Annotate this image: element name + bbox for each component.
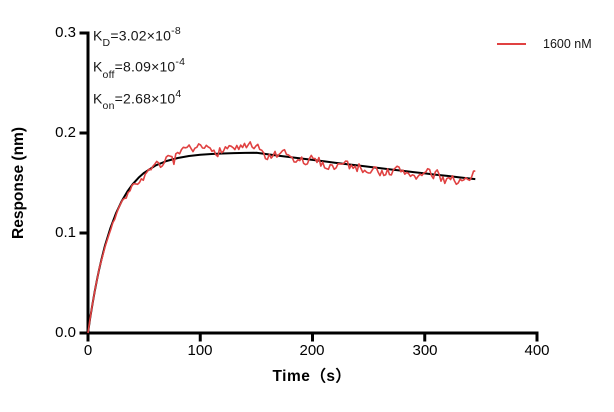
x-tick-label: 100 <box>187 342 213 359</box>
legend-label: 1600 nM <box>543 36 592 51</box>
koff-annotation: Koff=8.09×10-4 <box>93 56 186 81</box>
y-tick-label: 0.2 <box>55 124 76 141</box>
x-tick-label: 300 <box>412 342 438 359</box>
y-tick-label: 0.0 <box>55 324 76 341</box>
y-tick-label: 0.3 <box>55 24 76 41</box>
x-tick-label: 400 <box>524 342 550 359</box>
y-axis-label: Response (nm) <box>10 127 27 239</box>
y-tick-label: 0.1 <box>55 224 76 241</box>
legend-line-sample <box>497 42 526 45</box>
kon-annotation: Kon=2.68×104 <box>93 87 182 113</box>
x-axis-label: Time（s） <box>272 368 352 385</box>
kd-annotation: KD=3.02×10-8 <box>93 25 181 50</box>
x-tick-label: 0 <box>83 342 93 359</box>
legend: 1600 nM <box>497 36 592 51</box>
kinetic-constants-block: KD=3.02×10-8 Koff=8.09×10-4 Kon=2.68×104 <box>93 21 185 115</box>
x-tick-label: 200 <box>299 342 325 359</box>
